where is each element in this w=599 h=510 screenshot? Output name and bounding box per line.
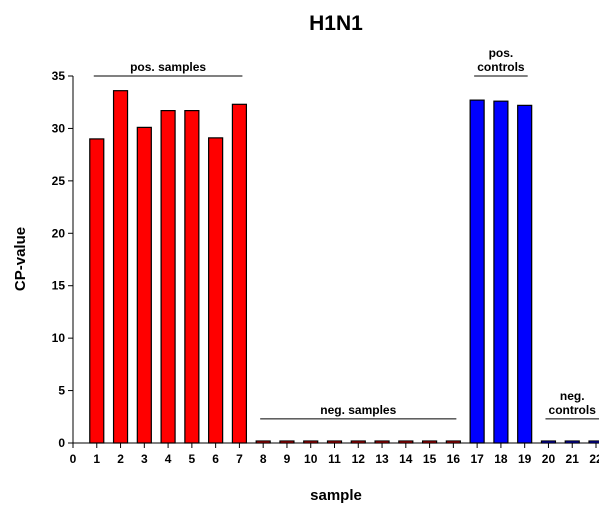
x-tick-label: 22 <box>589 452 599 466</box>
x-tick-label: 11 <box>328 452 341 466</box>
x-tick-label: 3 <box>141 452 148 466</box>
bar-sample-7 <box>231 103 248 444</box>
x-tick-label: 9 <box>284 452 291 466</box>
annotation-label-4: neg. <box>560 389 585 403</box>
annotation-label-2: neg. samples <box>320 403 396 417</box>
x-tick-label: 16 <box>447 452 461 466</box>
bar-sample-18 <box>493 100 509 444</box>
y-tick-label: 5 <box>58 384 65 398</box>
x-tick-label: 20 <box>542 452 556 466</box>
x-tick-label: 4 <box>165 452 172 466</box>
bar-sample-1 <box>89 138 105 444</box>
x-tick-label: 14 <box>399 452 413 466</box>
bar-sample-19 <box>517 104 533 444</box>
annotation-label-4: controls <box>549 403 597 417</box>
bar-sample-5 <box>184 110 200 444</box>
y-tick-label: 30 <box>52 121 66 135</box>
x-tick-label: 17 <box>470 452 484 466</box>
x-tick-label: 2 <box>117 452 124 466</box>
bar-sample-3 <box>136 126 152 444</box>
x-tick-label: 12 <box>352 452 366 466</box>
x-axis-title: sample <box>310 487 362 504</box>
chart-title: H1N1 <box>309 12 363 35</box>
x-tick-label: 1 <box>93 452 100 466</box>
x-tick-label: 7 <box>236 452 243 466</box>
x-tick-label: 19 <box>518 452 532 466</box>
y-tick-label: 25 <box>52 174 66 188</box>
x-tick-label: 0 <box>70 452 77 466</box>
x-tick-label: 6 <box>212 452 219 466</box>
y-axis-title: CP-value <box>12 227 29 291</box>
x-tick-label: 13 <box>375 452 389 466</box>
annotation-label-3: controls <box>477 60 525 74</box>
bar-sample-6 <box>208 137 224 444</box>
annotation-label-3: pos. <box>489 46 514 60</box>
x-tick-label: 5 <box>189 452 196 466</box>
x-tick-label: 18 <box>494 452 508 466</box>
y-tick-label: 35 <box>52 69 66 83</box>
bar-sample-2 <box>112 90 129 444</box>
x-tick-label: 8 <box>260 452 267 466</box>
y-tick-label: 10 <box>52 331 66 345</box>
y-tick-label: 15 <box>52 279 66 293</box>
annotation-label-1: pos. samples <box>130 60 206 74</box>
bar-sample-4 <box>160 110 176 444</box>
x-tick-label: 10 <box>304 452 318 466</box>
x-tick-label: 15 <box>423 452 437 466</box>
y-tick-label: 20 <box>52 226 66 240</box>
y-tick-label: 0 <box>58 436 65 450</box>
x-tick-label: 21 <box>566 452 580 466</box>
bar-sample-17 <box>469 99 485 444</box>
